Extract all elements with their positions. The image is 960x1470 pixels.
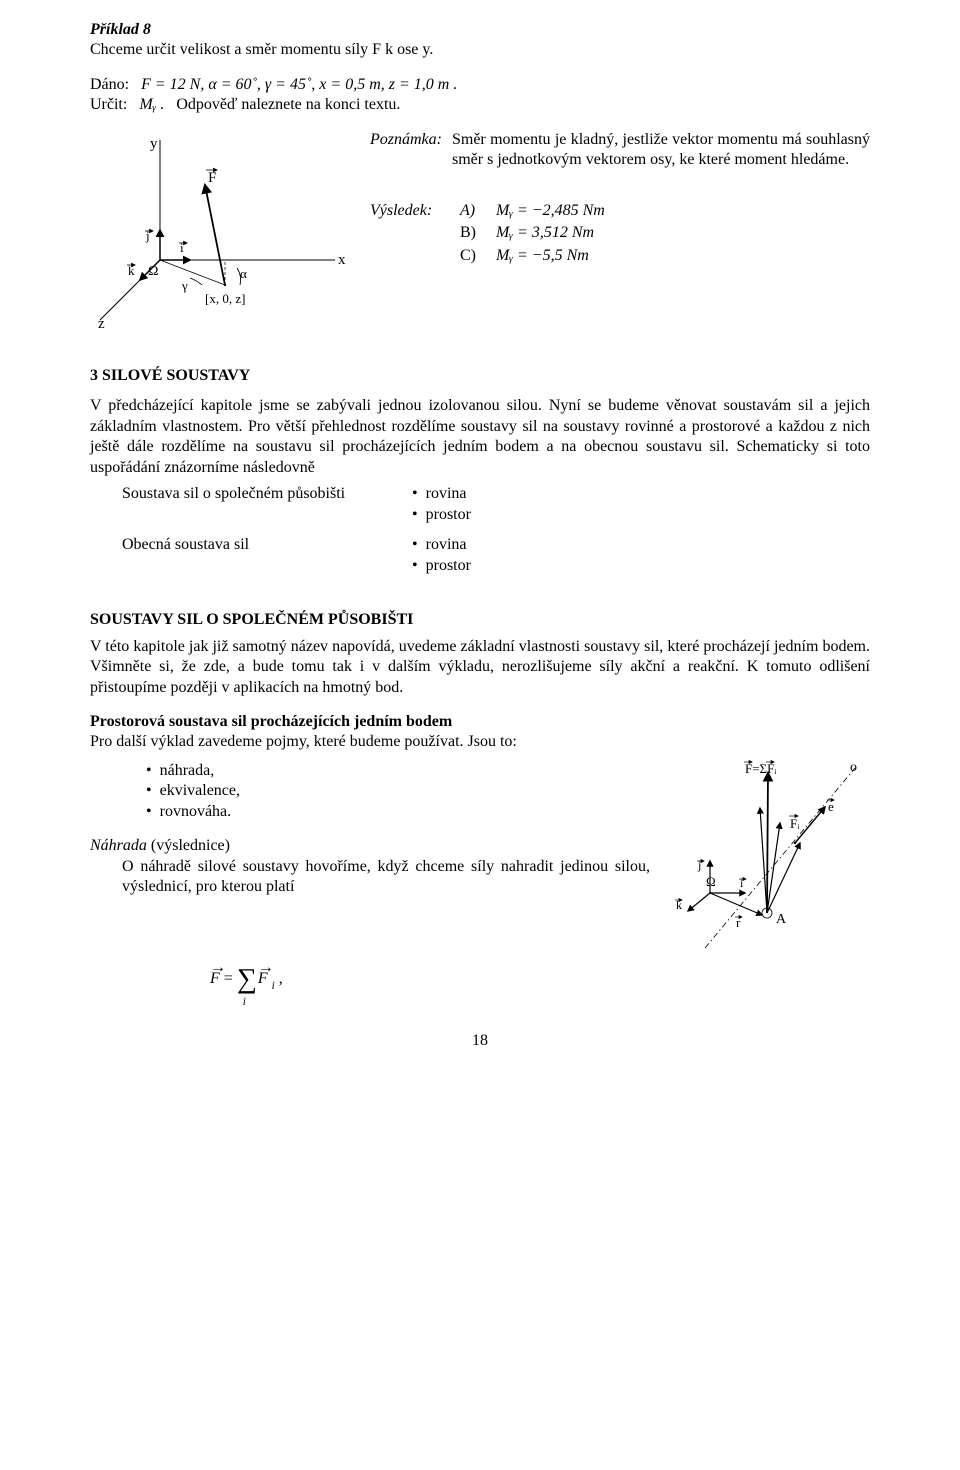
gamma-label: γ — [181, 278, 188, 293]
urcit-value: Mᵧ . — [139, 96, 164, 113]
dano-line: Dáno: F = 12 N, α = 60˚, γ = 45˚, x = 0,… — [90, 75, 870, 95]
dano-label: Dáno: — [90, 76, 129, 93]
fig2-A-label: A — [776, 912, 787, 927]
subheading: SOUSTAVY SIL O SPOLEČNÉM PŮSOBIŠTI — [90, 610, 870, 630]
nahrada-p: O náhradě silové soustavy hovoříme, když… — [90, 857, 650, 898]
fig2-i-label: i — [740, 876, 744, 890]
j-vec-label: j — [145, 228, 150, 243]
vysledek-c-expr: Mᵧ = −5,5 Nm — [496, 246, 870, 266]
fig2-o-label: o — [850, 760, 857, 775]
figure1-block: y x z Ω i j k [x, 0, z] γ α — [90, 130, 870, 330]
nahrada-heading-line: Náhrada (výslednice) — [90, 836, 650, 856]
prostor-bullets: náhrada, ekvivalence, rovnováha. — [146, 761, 650, 822]
example-title-text: Příklad 8 — [90, 21, 151, 38]
urcit-line: Určit: Mᵧ . Odpověď naleznete na konci t… — [90, 95, 870, 115]
prostor-heading: Prostorová soustava sil procházejících j… — [90, 712, 870, 732]
fig2-j-label: j — [697, 858, 701, 872]
alpha-label: α — [240, 266, 247, 281]
task-line: Chceme určit velikost a směr momentu síl… — [90, 40, 870, 60]
force-F-label: F — [208, 170, 216, 186]
page: Příklad 8 Chceme určit velikost a směr m… — [0, 0, 960, 1470]
layout-r1c1: Soustava sil o společném působišti — [122, 484, 412, 504]
vysledek-c-letter: C) — [460, 246, 496, 266]
bullet-rovnovaha: rovnováha. — [146, 802, 650, 822]
origin-coord-label: [x, 0, z] — [205, 291, 245, 306]
layout-r2c1: Obecná soustava sil — [122, 535, 412, 555]
layout-r2c2b: prostor — [412, 556, 870, 576]
poznamka-row: Poznámka: Směr momentu je kladný, jestli… — [370, 130, 870, 171]
nahrada-heading: Náhrada — [90, 837, 147, 854]
section3-title: 3 SILOVÉ SOUSTAVY — [90, 366, 870, 386]
layout-r1c2b: prostor — [412, 505, 870, 525]
figure1-diagram: y x z Ω i j k [x, 0, z] γ α — [90, 130, 350, 330]
urcit-label: Určit: — [90, 96, 127, 113]
layout-r2c2a: rovina — [412, 535, 870, 555]
axis-z-label: z — [98, 316, 105, 330]
fig2-omega-label: Ω — [706, 874, 716, 889]
figure2-diagram: o A Ω i j k r — [650, 753, 870, 953]
odpoved-text: Odpověď naleznete na konci textu. — [176, 96, 400, 113]
vysledek-row-b: B) Mᵧ = 3,512 Nm — [370, 223, 870, 243]
layout-grid: Soustava sil o společném působišti rovin… — [122, 484, 870, 576]
fig2-Fi-label: Fᵢ — [790, 816, 800, 831]
example-title: Příklad 8 — [90, 20, 870, 40]
vysledek-label: Výsledek: — [370, 201, 460, 221]
vysledek-b-expr: Mᵧ = 3,512 Nm — [496, 223, 870, 243]
bullet-ekvivalence: ekvivalence, — [146, 781, 650, 801]
figure1-right-col: Poznámka: Směr momentu je kladný, jestli… — [350, 130, 870, 266]
nahrada-heading-suffix: (výslednice) — [147, 837, 230, 854]
page-number: 18 — [90, 1031, 870, 1051]
layout-r1c2a: rovina — [412, 484, 870, 504]
poznamka-text: Směr momentu je kladný, jestliže vektor … — [452, 130, 870, 171]
i-vec-label: i — [180, 240, 184, 255]
dano-values: F = 12 N, α = 60˚, γ = 45˚, x = 0,5 m, z… — [141, 76, 457, 93]
equation-block: F → = ∑i F → i , — [210, 969, 870, 992]
vysledek-b-letter: B) — [460, 223, 496, 243]
prostor-heading-text: Prostorová soustava sil procházejících j… — [90, 713, 452, 730]
fig2-e-label: e — [828, 799, 834, 814]
vysledek-a-letter: A) — [460, 201, 496, 221]
fig2-FSum-label: F=ΣFᵢ — [745, 761, 777, 776]
section3-p1: V předcházející kapitole jsme se zabýval… — [90, 396, 870, 478]
axis-x-label: x — [338, 252, 346, 268]
vysledek-a-expr: Mᵧ = −2,485 Nm — [496, 201, 870, 221]
vysledek-row-c: C) Mᵧ = −5,5 Nm — [370, 246, 870, 266]
prostor-p: Pro další výklad zavedeme pojmy, které b… — [90, 732, 870, 752]
task-text: Chceme určit velikost a směr momentu síl… — [90, 41, 433, 58]
vysledek-row-a: Výsledek: A) Mᵧ = −2,485 Nm — [370, 201, 870, 221]
poznamka-label: Poznámka: — [370, 130, 452, 171]
bullet-nahrada: náhrada, — [146, 761, 650, 781]
p2: V této kapitole jak již samotný název na… — [90, 637, 870, 698]
axis-y-label: y — [150, 136, 158, 152]
